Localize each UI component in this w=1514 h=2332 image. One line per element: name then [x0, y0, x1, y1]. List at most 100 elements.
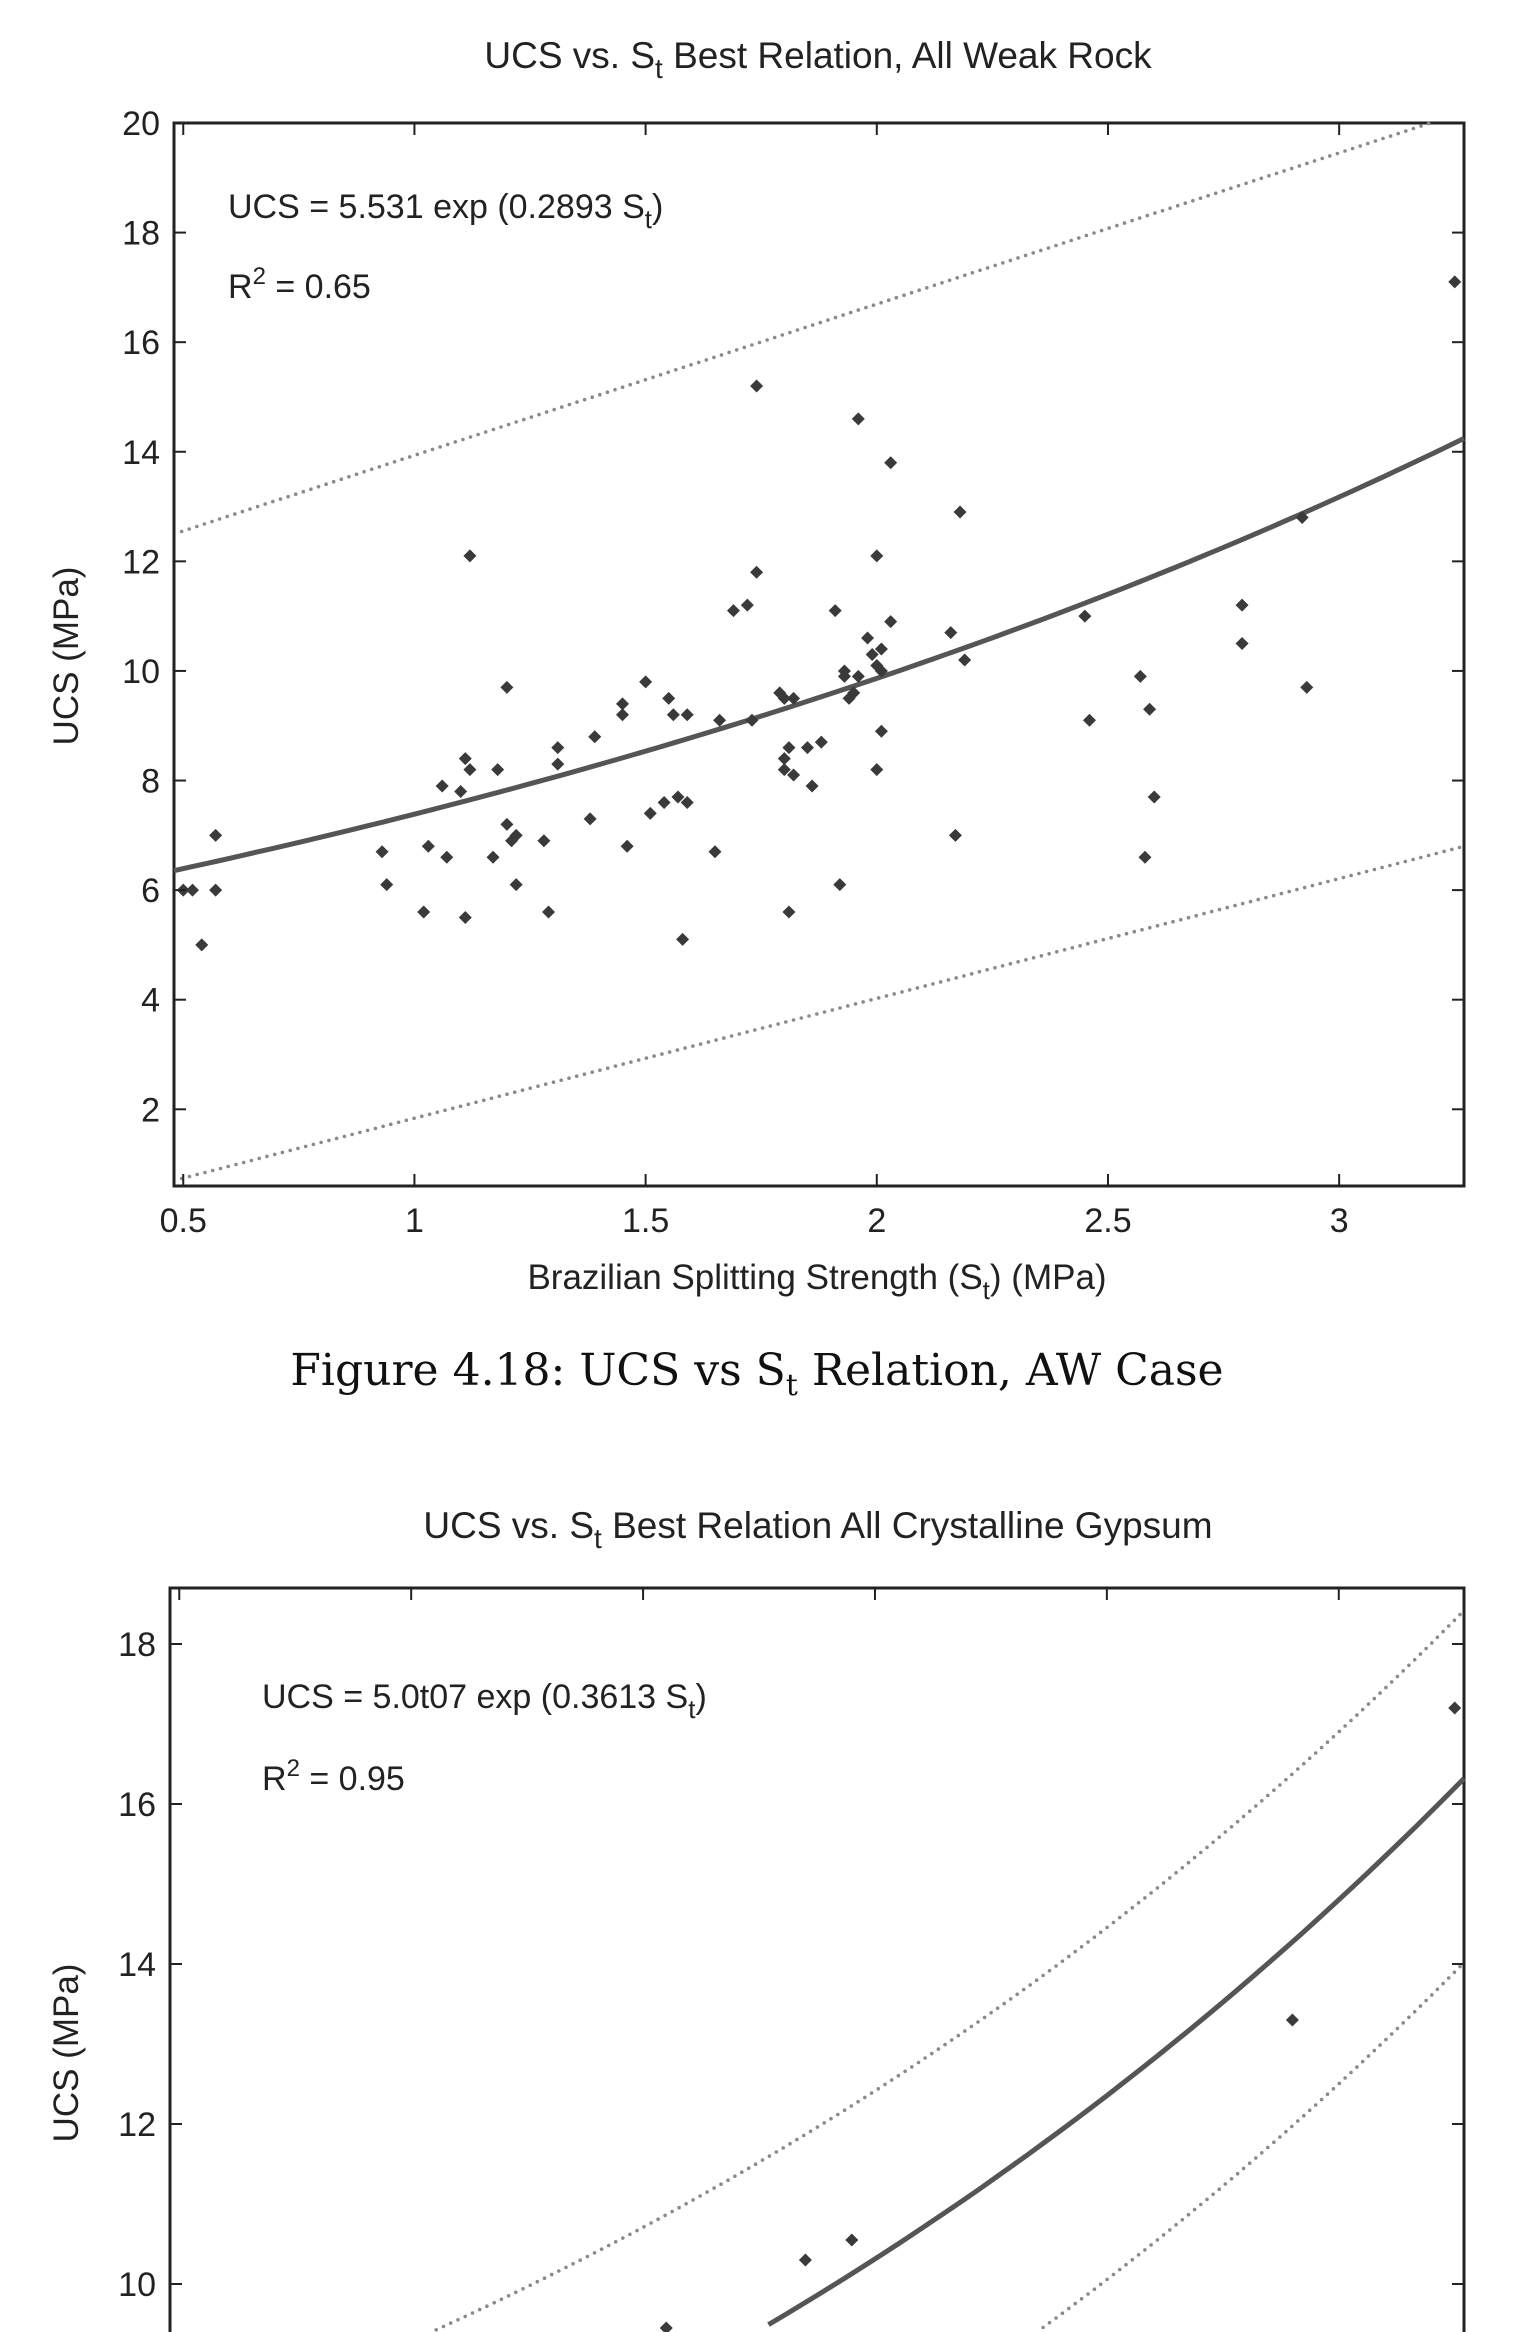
bound-dot [613, 2240, 618, 2244]
bound-dot [1098, 2282, 1103, 2287]
bound-dot [477, 2307, 482, 2312]
bound-dot [582, 1072, 587, 1076]
bound-dot [1034, 1978, 1039, 1982]
data-point [551, 741, 565, 755]
bound-dot [1307, 1756, 1312, 1761]
bound-dot [1319, 1745, 1324, 1750]
data-point [708, 845, 722, 859]
bound-dot [977, 970, 982, 974]
bound-dot [1401, 2021, 1405, 2025]
bound-dot [841, 313, 845, 317]
bound-dot [1412, 2010, 1417, 2014]
bound-dot [1388, 863, 1392, 868]
bound-dot [1442, 849, 1446, 854]
bound-dot [590, 395, 594, 400]
bound-dot [1366, 2054, 1371, 2058]
bound-dot [415, 452, 420, 457]
bound-dot [354, 472, 359, 477]
bound-dot [1149, 2243, 1153, 2247]
bound-dot [557, 2269, 561, 2273]
bound-dot [434, 2328, 439, 2332]
bound-dot [1223, 2182, 1228, 2186]
bound-dot [1331, 2087, 1336, 2091]
bound-dot [1325, 1740, 1330, 1744]
bound-dot [1389, 2032, 1394, 2036]
bound-dot [943, 2042, 947, 2047]
bound-dot [976, 2020, 980, 2024]
bound-dot [1337, 1729, 1342, 1734]
bound-dot [643, 378, 648, 382]
bound-dot [1267, 174, 1271, 178]
bound-dot [1407, 1663, 1411, 1668]
data-point [209, 828, 223, 842]
bound-dot [660, 1052, 664, 1056]
data-point [805, 779, 819, 793]
bound-dot [381, 1124, 385, 1129]
bound-dot [1357, 871, 1361, 876]
bound-dot [989, 2011, 993, 2015]
bound-dot [1313, 1751, 1318, 1755]
bound-dot [993, 966, 997, 970]
bound-dot [722, 1036, 726, 1040]
bound-dot [571, 2262, 575, 2266]
bound-dot [910, 2065, 914, 2069]
y-axis-label: UCS (MPa) [47, 1964, 86, 2143]
bound-dot [443, 1108, 447, 1113]
data-point [643, 806, 657, 820]
bound-dot [1155, 2238, 1160, 2242]
bound-dot [745, 1030, 749, 1034]
bound-dot [1366, 1702, 1371, 1706]
bound-dot [1111, 2272, 1116, 2277]
bound-dot [985, 266, 990, 270]
data-point [440, 850, 454, 864]
bound-dot [542, 2276, 547, 2280]
bound-dot [1031, 956, 1036, 960]
data-point [662, 691, 676, 705]
data-point [542, 905, 556, 919]
bound-dot [784, 1020, 788, 1024]
bound-dot [621, 1062, 625, 1066]
bound-dot [1117, 933, 1121, 938]
bound-dot [704, 358, 709, 362]
data-point [666, 708, 680, 722]
bound-dot [598, 392, 602, 397]
bound-dot [241, 1160, 246, 1165]
data-point [1448, 1701, 1462, 1715]
bound-dot [560, 405, 564, 409]
bound-dot [746, 2166, 751, 2170]
data-point [537, 834, 551, 848]
bound-dot [1016, 256, 1020, 260]
bound-dot [1343, 1724, 1347, 1728]
bound-dot [520, 1088, 525, 1092]
bound-dot [551, 1080, 556, 1084]
bound-dot [1046, 246, 1051, 250]
bound-dot [726, 2178, 730, 2182]
bound-dot [549, 2272, 554, 2277]
bound-dot [826, 318, 830, 322]
bound-dot [879, 300, 883, 305]
bound-dot [1047, 1968, 1052, 1973]
data-point [500, 680, 514, 694]
bound-dot [801, 2133, 806, 2138]
bound-dot [249, 1158, 254, 1163]
bound-dot [342, 1134, 347, 1139]
bound-dot [1136, 1901, 1141, 1905]
bound-dot [936, 2047, 941, 2051]
data-point [782, 905, 796, 919]
bound-dot [1023, 253, 1028, 258]
x-axis-label: Brazilian Splitting Strength (St) (MPa) [527, 1258, 1106, 1305]
bound-dot [1130, 218, 1134, 223]
bound-dot [453, 440, 458, 444]
bound-dot [1384, 2037, 1388, 2042]
bound-dot [1132, 929, 1137, 934]
bound-dot [1450, 847, 1454, 852]
bound-dot [651, 375, 655, 380]
bound-dot [810, 323, 815, 327]
bound-dot [476, 432, 480, 437]
bound-dot [772, 335, 777, 340]
bound-dot [1401, 1669, 1405, 1673]
bound-dot [636, 1058, 641, 1062]
bound-dot [1148, 925, 1152, 930]
bound-dot [512, 1090, 517, 1094]
